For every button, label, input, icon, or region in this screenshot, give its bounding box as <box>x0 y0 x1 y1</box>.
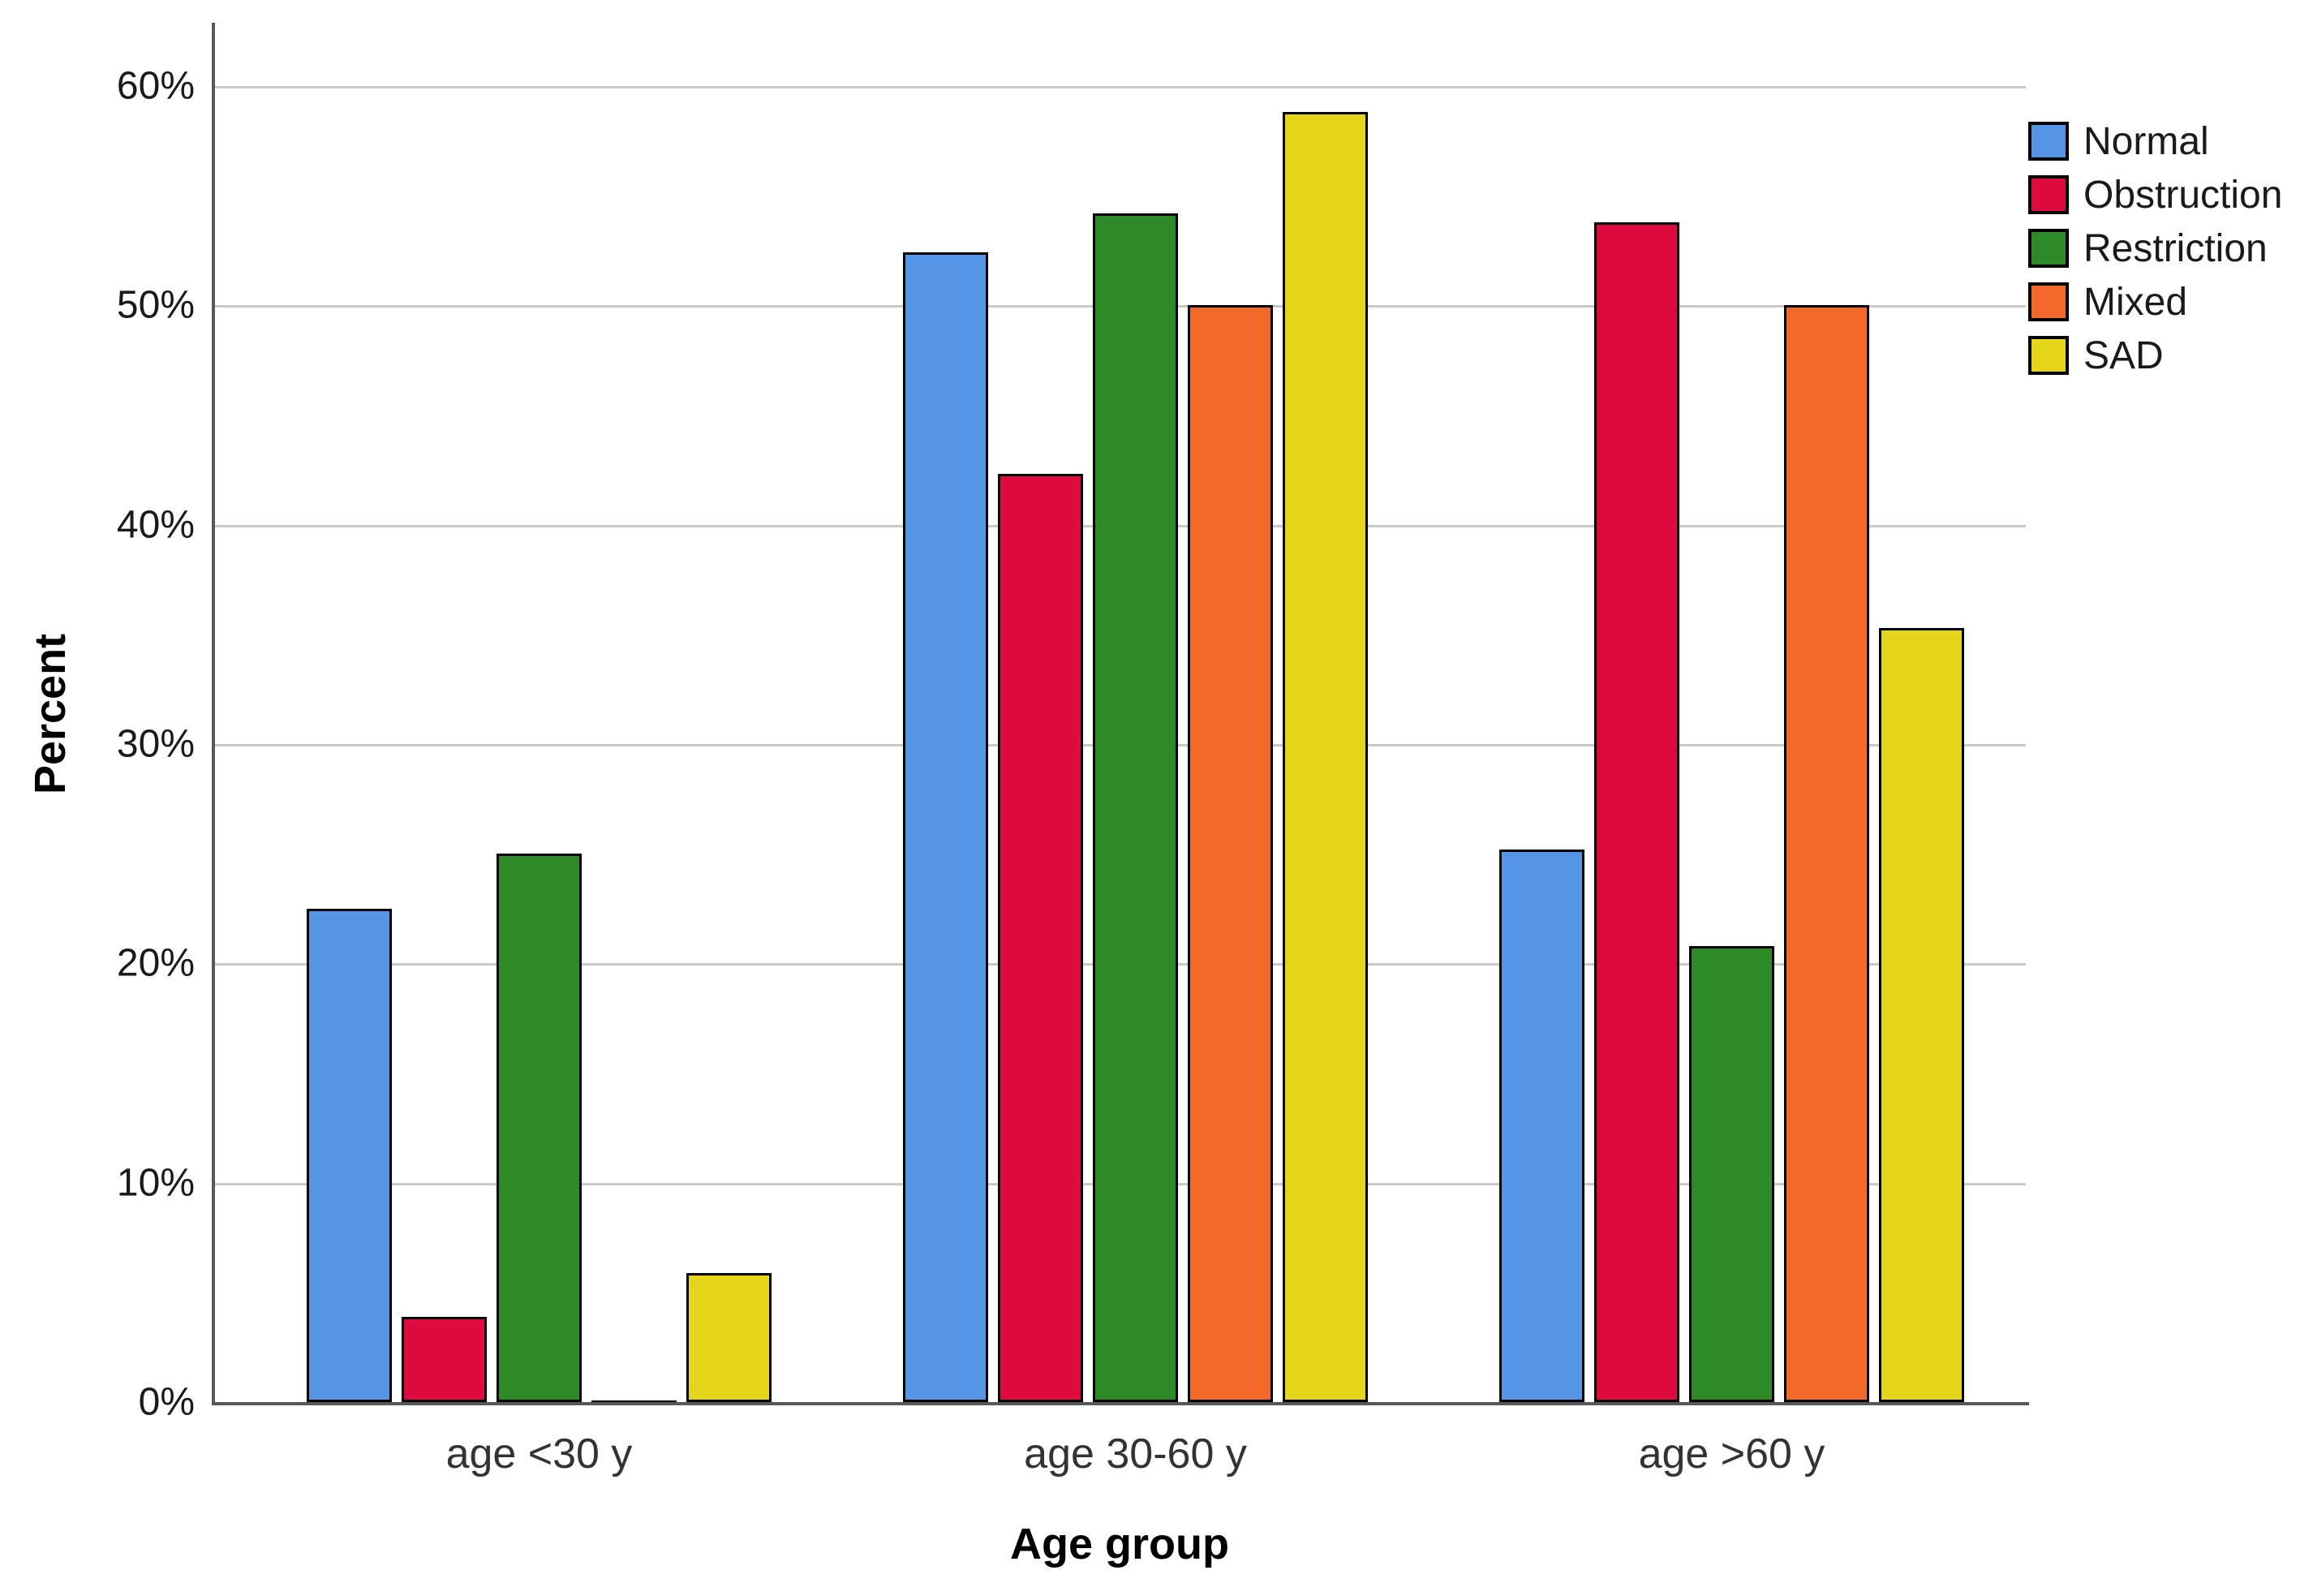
category-label-1: age 30-60 y <box>1024 1430 1247 1478</box>
ytick-label-0: 0% <box>138 1380 195 1424</box>
ytick-label-30: 30% <box>116 722 195 766</box>
ytick-label-40: 40% <box>116 503 195 547</box>
bar-restriction-category-1 <box>1093 213 1178 1402</box>
bar-restriction-category-0 <box>497 854 582 1402</box>
y-axis-title: Percent <box>26 633 75 795</box>
bar-normal-category-1 <box>903 252 988 1402</box>
legend-item-mixed: Mixed <box>2028 281 2282 324</box>
legend-swatch-restriction <box>2028 229 2069 268</box>
legend-swatch-normal <box>2028 122 2069 161</box>
plot-area <box>212 23 2026 1404</box>
legend-item-obstruction: Obstruction <box>2028 173 2283 217</box>
category-label-2: age >60 y <box>1638 1430 1825 1478</box>
legend-item-sad: SAD <box>2028 333 2282 377</box>
legend-label-restriction: Restriction <box>2083 226 2268 270</box>
ytick-label-10: 10% <box>116 1161 195 1205</box>
legend-label-sad: SAD <box>2083 333 2164 377</box>
legend-label-normal: Normal <box>2083 119 2209 163</box>
legend-swatch-sad <box>2028 336 2069 375</box>
legend-label-mixed: Mixed <box>2083 280 2188 324</box>
legend-item-restriction: Restriction <box>2028 226 2282 270</box>
bar-obstruction-category-1 <box>998 474 1083 1402</box>
legend-item-normal: Normal <box>2028 119 2282 163</box>
gridline-60pct <box>212 86 2026 88</box>
ytick-label-60: 60% <box>116 64 195 108</box>
bar-obstruction-category-2 <box>1594 222 1679 1402</box>
bar-normal-category-0 <box>307 909 392 1402</box>
ytick-label-50: 50% <box>116 283 195 327</box>
bar-sad-category-1 <box>1283 112 1368 1402</box>
legend: Normal Obstruction Restriction Mixed SAD <box>2028 119 2283 389</box>
legend-swatch-mixed <box>2028 282 2069 321</box>
ytick-label-20: 20% <box>116 941 195 985</box>
x-axis-line <box>212 1402 2029 1405</box>
bar-obstruction-category-0 <box>402 1317 487 1402</box>
bar-sad-category-2 <box>1879 628 1964 1402</box>
legend-label-obstruction: Obstruction <box>2083 173 2283 217</box>
bar-sad-category-0 <box>686 1273 772 1402</box>
bar-restriction-category-2 <box>1689 946 1774 1402</box>
legend-swatch-obstruction <box>2028 175 2069 214</box>
x-axis-title: Age group <box>1010 1520 1229 1568</box>
y-axis-line <box>212 23 215 1404</box>
bar-mixed-category-2 <box>1784 305 1869 1402</box>
bar-normal-category-2 <box>1499 850 1584 1402</box>
bar-mixed-category-1 <box>1188 305 1273 1402</box>
category-label-0: age <30 y <box>445 1430 633 1478</box>
